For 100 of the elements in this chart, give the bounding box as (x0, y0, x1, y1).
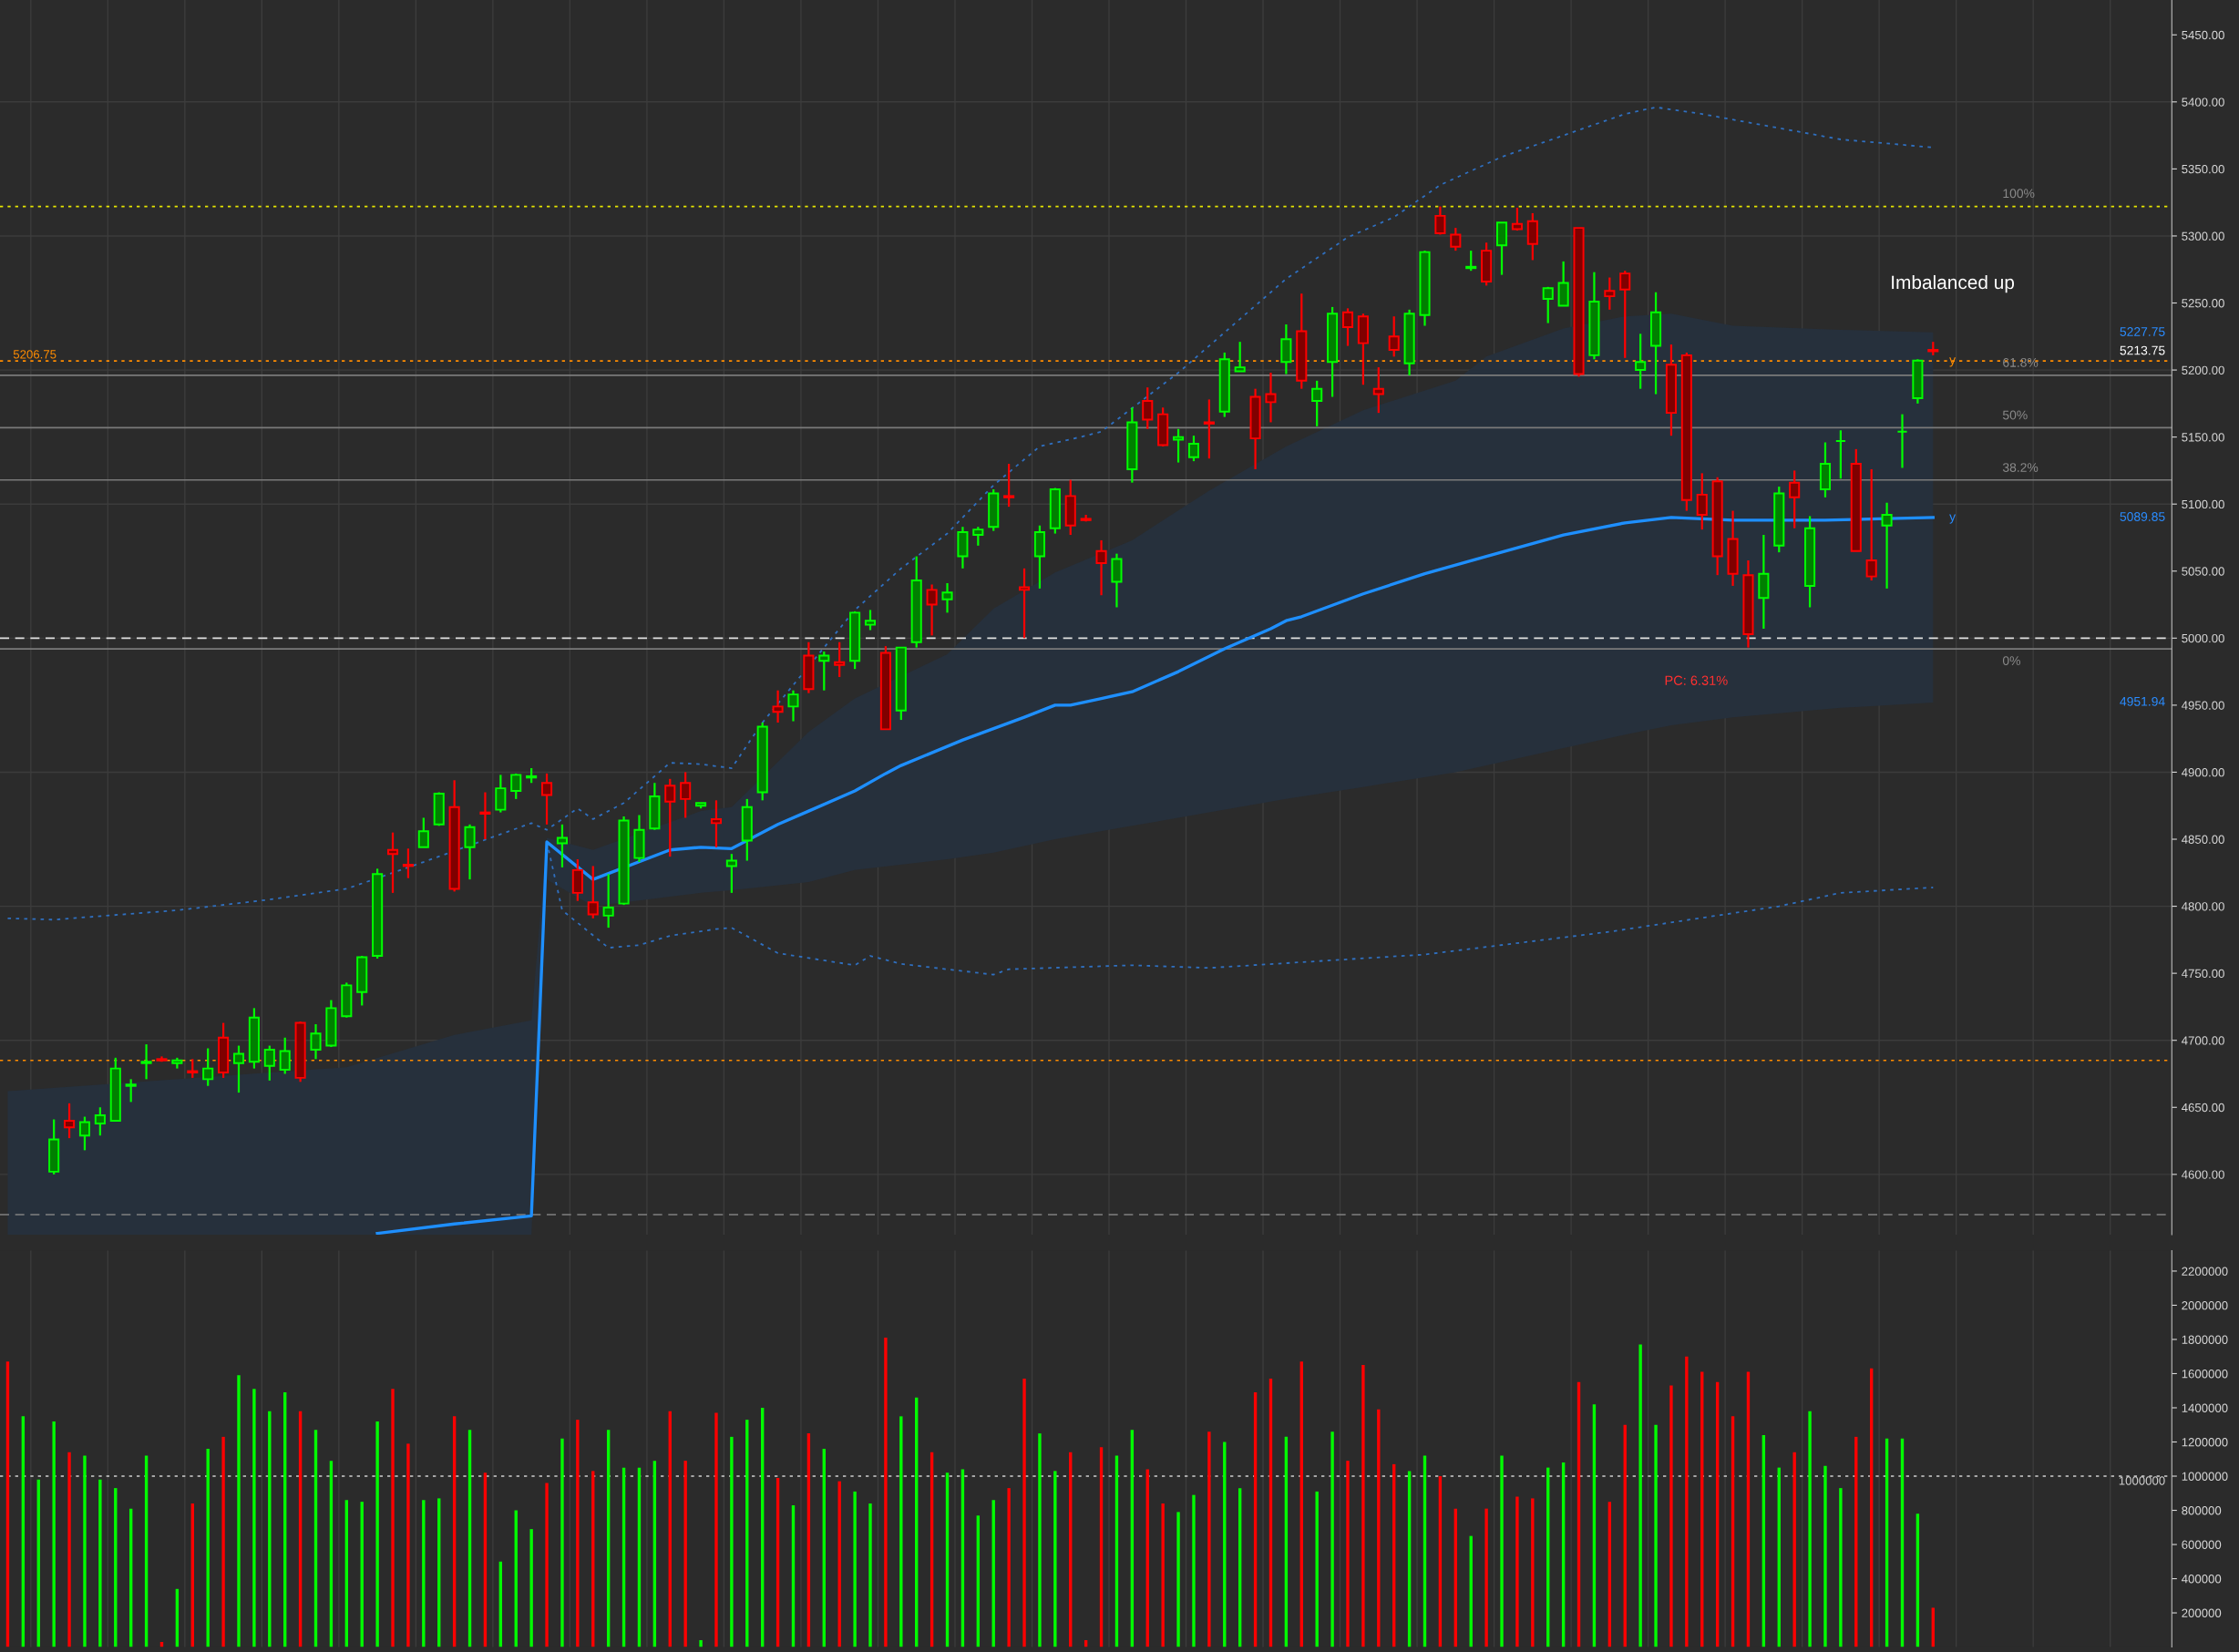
bar (52, 1421, 56, 1647)
candlestick (941, 581, 953, 614)
y-tick-label: 5350.00 (2182, 164, 2224, 174)
candlestick (710, 799, 723, 848)
candlestick (1018, 567, 1031, 640)
candlestick (1003, 462, 1015, 508)
candlestick (1234, 341, 1246, 373)
bar (422, 1500, 426, 1647)
bar (576, 1420, 580, 1647)
candlestick (1265, 371, 1277, 424)
y-tick-label: 5000.00 (2182, 633, 2224, 643)
bar (1531, 1498, 1535, 1647)
annotation: 5227.75 (2120, 327, 2165, 336)
candlestick (187, 1058, 199, 1080)
bar (1361, 1365, 1365, 1647)
candlestick (386, 831, 399, 894)
annotation: 5089.85 (2120, 512, 2165, 521)
bar (699, 1640, 703, 1647)
bar (1484, 1508, 1488, 1647)
y-tick-label: 5150.00 (2182, 433, 2224, 442)
annotation: Imbalanced up (1892, 274, 2015, 293)
candlestick (1696, 472, 1708, 531)
y-tick-label: 4800.00 (2182, 902, 2224, 911)
candlestick (125, 1078, 137, 1103)
candlestick (417, 816, 429, 848)
bar (1654, 1424, 1658, 1647)
candlestick (725, 853, 737, 894)
candlestick (64, 1102, 76, 1140)
y-tick-label: 5300.00 (2182, 231, 2224, 241)
candlestick (1896, 413, 1908, 469)
y-tick-label: 400000 (2182, 1575, 2222, 1584)
annotation: 5213.75 (2120, 345, 2165, 355)
candlestick (680, 771, 692, 819)
y-tick-label: 4850.00 (2182, 835, 2224, 844)
candlestick (232, 1044, 245, 1094)
annotation: 0% (2002, 656, 2020, 666)
y-tick-label: 2200000 (2182, 1267, 2228, 1276)
bar (1823, 1465, 1827, 1647)
candlestick (602, 873, 614, 929)
bar (714, 1412, 718, 1647)
candlestick (787, 689, 799, 723)
bar (1500, 1455, 1504, 1647)
bar (221, 1436, 225, 1647)
candlestick (1834, 429, 1846, 480)
bar (529, 1529, 533, 1647)
candlestick (495, 774, 507, 814)
bar (1669, 1385, 1673, 1647)
candlestick (834, 641, 846, 679)
bar (545, 1483, 549, 1647)
y-tick-label: 5250.00 (2182, 299, 2224, 308)
candlestick (310, 1022, 322, 1061)
y-tick-label: 200000 (2182, 1608, 2222, 1617)
candlestick (1311, 379, 1323, 427)
y-tick-label: 1800000 (2182, 1335, 2228, 1344)
bar (1515, 1496, 1519, 1647)
y-tick-label: 5400.00 (2182, 97, 2224, 107)
candlestick (1789, 469, 1801, 529)
bar (67, 1452, 71, 1647)
bar (1792, 1452, 1796, 1647)
bar (868, 1503, 872, 1647)
candlestick (926, 583, 938, 637)
y-tick-label: 5100.00 (2182, 499, 2224, 509)
bar (1330, 1431, 1334, 1647)
bar (1808, 1411, 1812, 1647)
y-tick-label: 800000 (2182, 1506, 2222, 1515)
y-tick-label: 4950.00 (2182, 701, 2224, 710)
y-tick-label: 4600.00 (2182, 1170, 2224, 1179)
bar (730, 1436, 734, 1647)
candlestick (140, 1043, 152, 1081)
y-tick-label: 5450.00 (2182, 30, 2224, 40)
bar (1207, 1431, 1211, 1647)
bar (884, 1338, 888, 1647)
candlestick (1434, 205, 1446, 236)
candlestick (1203, 398, 1215, 460)
candlestick (1341, 307, 1354, 347)
annotation: PC: 6.31% (1665, 675, 1728, 685)
annotation: 38.2% (2002, 463, 2039, 472)
bar (560, 1438, 564, 1647)
bar (1192, 1494, 1196, 1647)
candlestick (1388, 315, 1400, 358)
bar (853, 1491, 857, 1647)
y-tick-label: 4700.00 (2182, 1036, 2224, 1045)
bar (406, 1443, 410, 1647)
bar (683, 1461, 687, 1647)
candlestick (587, 865, 599, 919)
bar (1022, 1379, 1026, 1647)
candlestick (279, 1036, 291, 1075)
bar (391, 1389, 395, 1647)
bar (1638, 1344, 1642, 1647)
candlestick (664, 777, 676, 858)
candlestick (510, 772, 522, 800)
candlestick (1450, 227, 1462, 252)
bar (83, 1455, 87, 1647)
candlestick (864, 609, 877, 631)
bar (1007, 1488, 1011, 1647)
y-tick-label: 1000000 (2182, 1472, 2228, 1481)
bar (1161, 1503, 1165, 1647)
ref-line-label: 1000000 (2119, 1476, 2165, 1485)
bar (1685, 1356, 1689, 1647)
bar (98, 1479, 102, 1647)
